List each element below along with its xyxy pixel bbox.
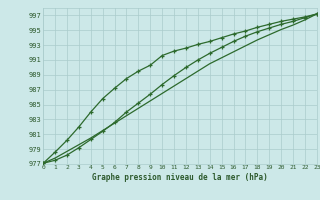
X-axis label: Graphe pression niveau de la mer (hPa): Graphe pression niveau de la mer (hPa) <box>92 173 268 182</box>
